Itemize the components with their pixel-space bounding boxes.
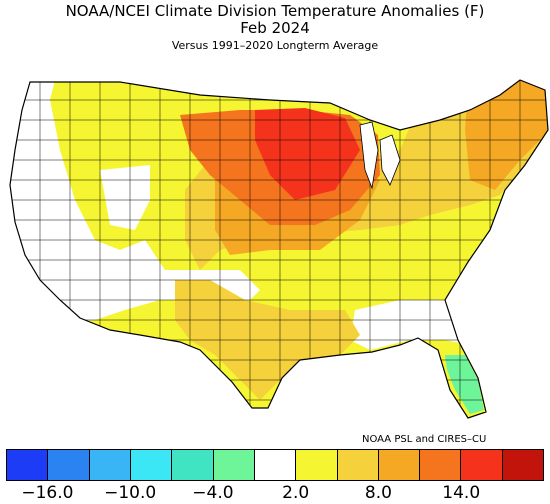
legend-tick-label: 2.0 [282,483,310,503]
legend-swatch [337,450,379,480]
region-great-basin-near-normal [100,165,150,230]
us-climate-division-map [9,79,549,419]
legend-swatch [89,450,131,480]
legend-swatch [254,450,297,480]
color-legend [6,449,544,481]
legend-tick-label: −16.0 [21,483,74,503]
legend-swatch [172,450,214,480]
region-upper-midwest-hottest [255,108,360,200]
legend-swatch [7,450,49,480]
map-period: Feb 2024 [240,19,310,37]
legend-swatch [48,450,90,480]
region-south-florida-cool [445,355,484,414]
region-west-near-normal [10,80,260,330]
legend-swatch [461,450,503,480]
data-credit: NOAA PSL and CIRES–CU [362,434,487,445]
legend-swatch [378,450,421,480]
legend-tick-label: −10.0 [104,483,157,503]
region-southeast-near-normal [350,300,470,350]
region-new-england-warmer [465,80,548,190]
anomaly-regions [10,80,548,418]
legend-tick-label: 14.0 [442,483,481,503]
legend-swatch [213,450,255,480]
us-outline [9,79,549,419]
map-title: NOAA/NCEI Climate Division Temperature A… [65,2,485,20]
great-lakes [359,121,401,190]
legend-swatch [420,450,462,480]
legend-swatch [130,450,173,480]
map-subtitle: Versus 1991–2020 Longterm Average [171,39,379,52]
legend-tick-label: −4.0 [192,483,234,503]
legend-tick-label: 8.0 [364,483,392,503]
legend-swatch [502,450,544,480]
legend-swatch [296,450,338,480]
